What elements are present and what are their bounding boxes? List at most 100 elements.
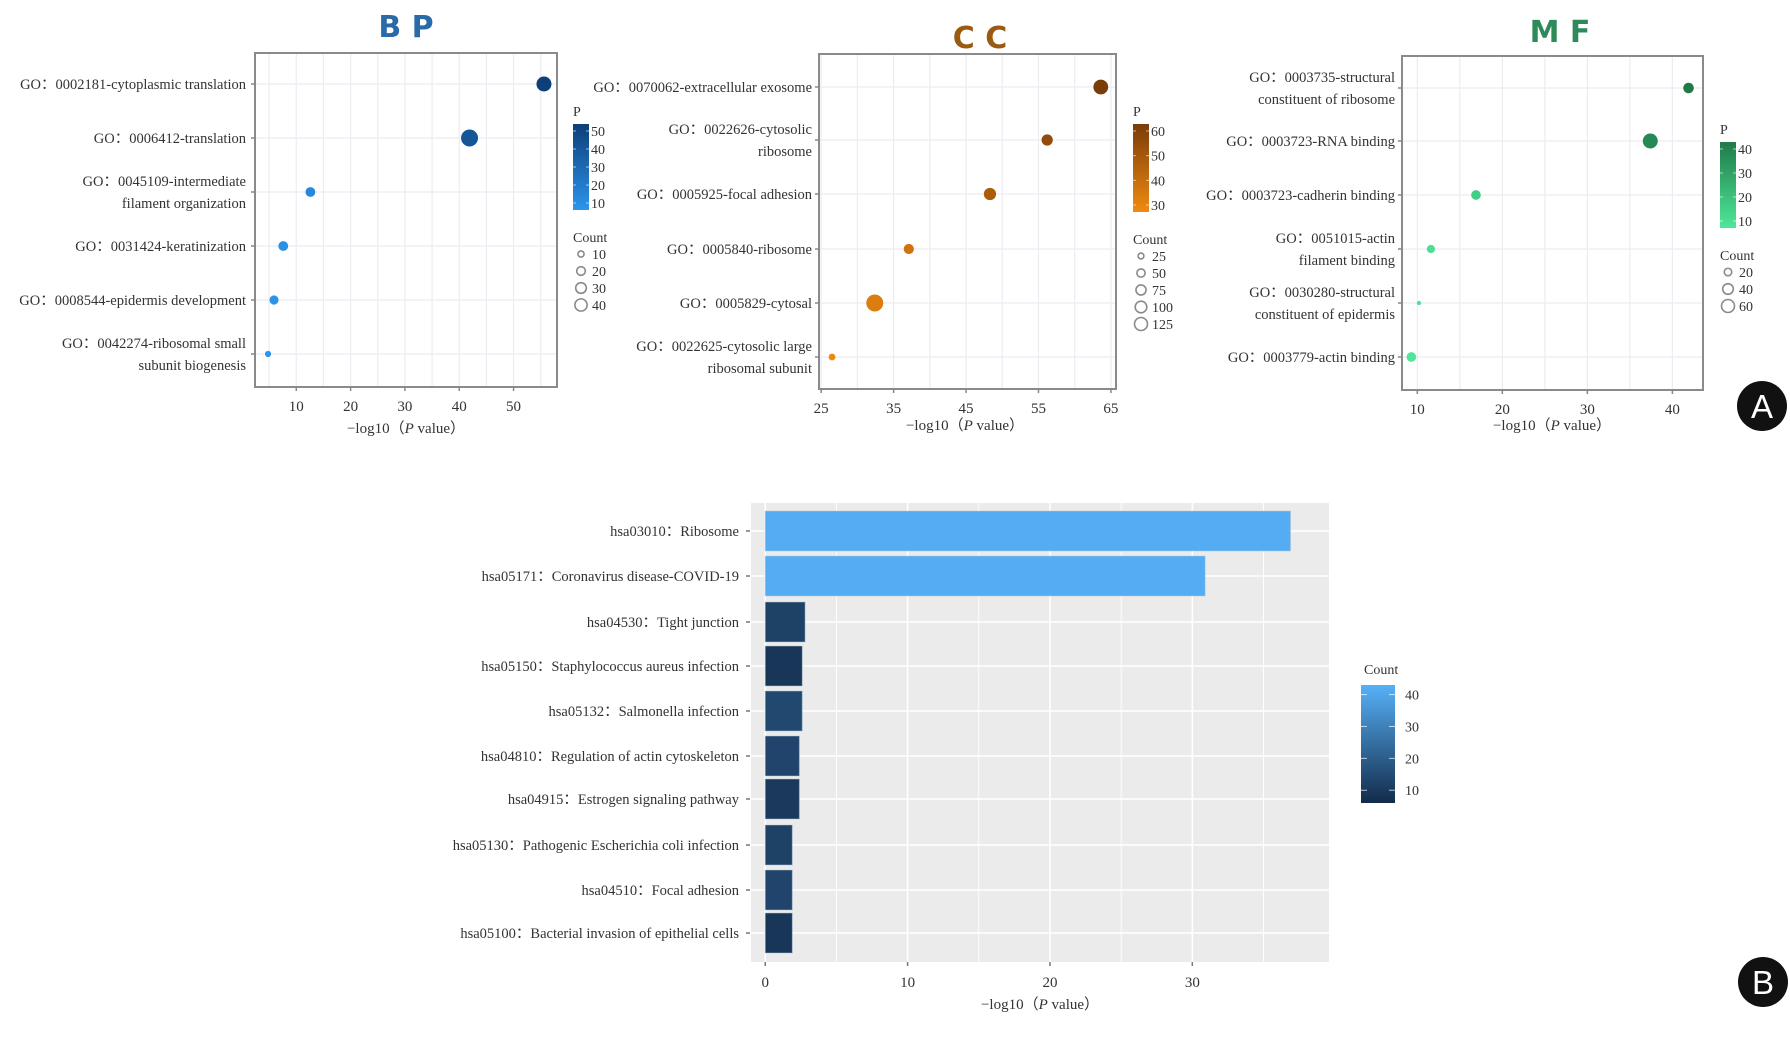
- legend-size-label: 20: [592, 265, 606, 280]
- bar: [764, 555, 1206, 597]
- y-axis-label: ribosome: [758, 144, 812, 160]
- legend-size-label: 20: [1739, 266, 1753, 281]
- kegg-y-labels: hsa03010：Ribosome hsa05171：Coronavirus di…: [453, 524, 750, 942]
- legend-tick-label: 20: [1405, 752, 1419, 767]
- y-axis-label: hsa04530：Tight junction: [587, 615, 740, 631]
- legend-size-key: [1133, 316, 1149, 332]
- bar: [764, 735, 800, 777]
- y-axis-label: GO：0030280-structural: [1249, 285, 1395, 301]
- bar: [764, 601, 806, 643]
- data-point: [278, 241, 289, 251]
- kegg-barplot: hsa03010：Ribosome hsa05171：Coronavirus di…: [453, 503, 1419, 1013]
- legend-size-key: [1134, 300, 1148, 314]
- mf-x-axis-title: −log10（P value）: [1493, 417, 1611, 434]
- kegg-x-ticks: 0 10 20 30: [761, 962, 1200, 991]
- panel-label-a-circle: [1737, 381, 1787, 431]
- panel-label-b: B: [1738, 957, 1788, 1007]
- x-tick-label: 10: [289, 399, 304, 415]
- data-point: [305, 187, 316, 197]
- legend-size-key: [1137, 252, 1145, 260]
- bar: [764, 645, 803, 687]
- legend-color-title: P: [1133, 105, 1141, 120]
- bar: [764, 778, 800, 820]
- legend-color-tick-label: 50: [591, 125, 605, 140]
- y-axis-label: filament organization: [122, 196, 247, 212]
- panel-label-a: A: [1737, 381, 1787, 431]
- legend-color-bar: [1133, 124, 1149, 212]
- legend-color-tick-label: 10: [1738, 215, 1752, 230]
- bar: [764, 869, 793, 911]
- legend-size-label: 40: [592, 299, 606, 314]
- legend-size-label: 50: [1152, 267, 1166, 282]
- y-axis-label: GO：0070062-extracellular exosome: [593, 80, 812, 96]
- y-axis-label: ribosomal subunit: [708, 361, 812, 377]
- bar: [764, 510, 1292, 552]
- legend-size-label: 60: [1739, 300, 1753, 315]
- bar: [764, 690, 803, 732]
- data-point: [269, 295, 279, 305]
- legend-color-tick-label: 50: [1151, 150, 1165, 165]
- cc-grid: [820, 55, 1115, 388]
- legend-size-label: 40: [1739, 283, 1753, 298]
- data-point: [461, 129, 479, 147]
- legend-color-bar: [1720, 142, 1736, 228]
- mf-x-ticks: 10 20 30 40: [1410, 390, 1680, 418]
- cc-dotplot: C C GO：0070062-extracellular exosomeGO：0…: [593, 21, 1173, 434]
- legend-size-label: 25: [1152, 250, 1166, 265]
- legend-size-label: 75: [1152, 284, 1166, 299]
- cc-legend: P 60 50 40 30 Count 25 50 75 100 125: [1133, 105, 1173, 333]
- panel-label-a-text: A: [1751, 388, 1773, 425]
- legend-size-key: [575, 265, 587, 277]
- y-axis-label: hsa04510：Focal adhesion: [582, 883, 740, 899]
- cc-y-labels: GO：0070062-extracellular exosome GO：00226…: [593, 80, 819, 377]
- x-tick-label: 0: [761, 975, 769, 991]
- cc-title: C C: [953, 21, 1007, 56]
- data-point: [1642, 133, 1658, 149]
- y-axis-label: hsa04915：Estrogen signaling pathway: [508, 792, 740, 808]
- legend-size-label: 100: [1152, 301, 1173, 316]
- bar: [764, 824, 793, 866]
- legend-color-title: P: [573, 105, 581, 120]
- legend-color-title: P: [1720, 123, 1728, 138]
- y-axis-label: hsa03010：Ribosome: [610, 524, 739, 540]
- cc-x-axis-title: −log10（P value）: [906, 417, 1024, 434]
- legend-size-key: [1135, 284, 1147, 296]
- bp-plot-area: [254, 52, 558, 388]
- legend-size-title: Count: [1720, 249, 1754, 264]
- mf-points: [1406, 82, 1694, 362]
- y-axis-label: hsa05100：Bacterial invasion of epithelia…: [460, 926, 739, 942]
- y-axis-label: constituent of ribosome: [1258, 92, 1395, 108]
- legend-size-label: 30: [592, 282, 606, 297]
- data-point: [866, 294, 884, 312]
- data-point: [983, 187, 997, 201]
- legend-color-tick-label: 30: [1151, 199, 1165, 214]
- bp-grid: [256, 54, 556, 386]
- x-tick-label: 40: [452, 399, 467, 415]
- legend-color-bar: [1361, 685, 1395, 803]
- mf-y-labels: GO：0003735-structural constituent of ribo…: [1206, 70, 1402, 366]
- legend-size-key: [1136, 268, 1146, 278]
- x-tick-label: 65: [1103, 401, 1118, 417]
- legend-color-tick-label: 30: [1738, 167, 1752, 182]
- x-tick-label: 30: [1580, 402, 1595, 418]
- mf-plot-area: [1401, 55, 1704, 391]
- legend-size-key: [1723, 267, 1733, 277]
- legend-size-key: [577, 250, 585, 258]
- x-tick-label: 30: [397, 399, 412, 415]
- y-axis-label: hsa05132：Salmonella infection: [549, 704, 740, 720]
- bp-points: [264, 76, 552, 358]
- bar: [764, 912, 793, 954]
- y-axis-label: GO：0042274-ribosomal small: [62, 336, 246, 352]
- legend-color-tick-label: 10: [591, 197, 605, 212]
- cc-points: [828, 79, 1109, 361]
- bp-x-axis-title: −log10（P value）: [347, 420, 465, 437]
- x-tick-label: 35: [886, 401, 901, 417]
- mf-grid: [1403, 57, 1702, 389]
- legend-size-label: 125: [1152, 318, 1173, 333]
- legend-title: Count: [1364, 663, 1398, 678]
- legend-size-key: [574, 281, 588, 295]
- data-point: [1683, 82, 1694, 94]
- data-point: [1471, 190, 1481, 200]
- y-axis-label: filament binding: [1299, 253, 1395, 269]
